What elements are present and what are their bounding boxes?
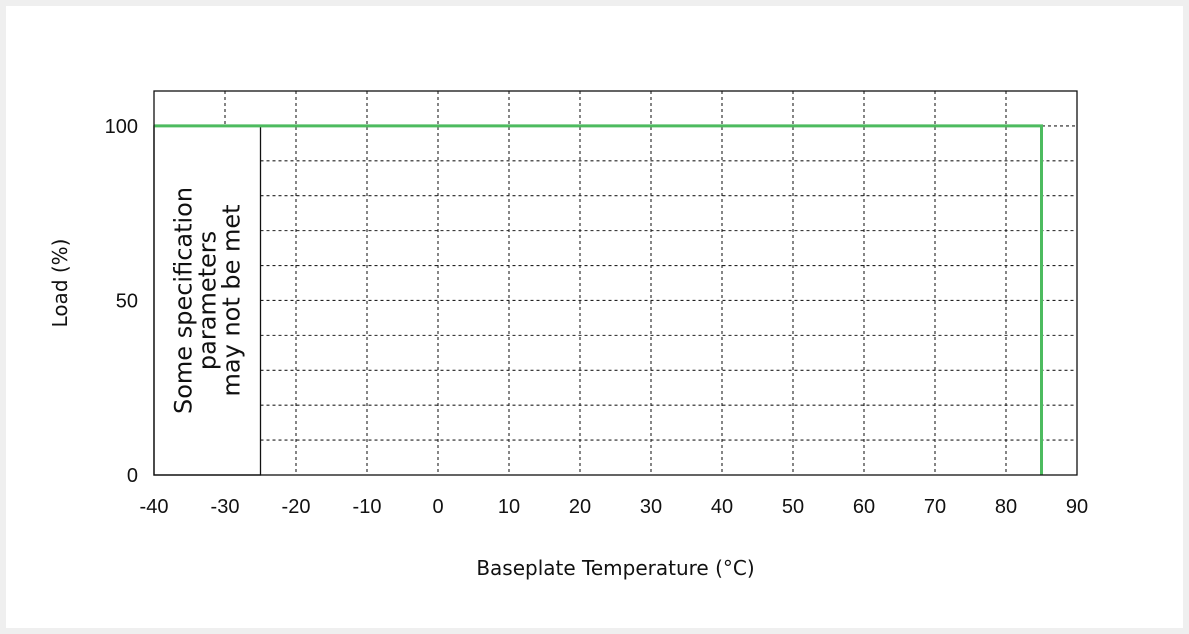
- y-tick-label: 0: [127, 465, 138, 487]
- series-layer: [154, 124, 1043, 475]
- x-tick-label: 30: [640, 496, 662, 518]
- x-tick-label: 40: [711, 496, 733, 518]
- region-note-line: parameters: [193, 231, 221, 370]
- region-note-text: Some specificationparametersmay not be m…: [169, 187, 245, 414]
- x-axis-title: Baseplate Temperature (°C): [476, 556, 754, 580]
- y-axis-title: Load (%): [48, 239, 72, 328]
- x-tick-label: 60: [853, 496, 875, 518]
- tick-label-layer: -40 -30 -20 -10 0 10 20 30 40 50 60 70 80 90 0 50 100: [105, 116, 1089, 518]
- x-tick-label: -30: [211, 496, 240, 518]
- x-tick-label: -40: [140, 496, 169, 518]
- x-tick-label: 20: [569, 496, 591, 518]
- x-tick-label: 80: [995, 496, 1017, 518]
- region-layer: Some specificationparametersmay not be m…: [153, 125, 262, 476]
- plot-frame: [153, 90, 1078, 476]
- region-note-line: may not be met: [217, 204, 245, 396]
- x-tick-label: 90: [1066, 496, 1088, 518]
- x-tick-label: 10: [498, 496, 520, 518]
- x-tick-label: -10: [353, 496, 382, 518]
- derating-chart: Some specificationparametersmay not be m…: [48, 90, 1089, 580]
- x-tick-label: 0: [432, 496, 443, 518]
- derating-curve-line: [154, 124, 1043, 475]
- grid-layer: [154, 91, 1077, 475]
- region-note-line: Some specification: [169, 187, 197, 414]
- x-tick-label: 50: [782, 496, 804, 518]
- y-tick-label: 100: [105, 116, 138, 138]
- chart-card: Some specificationparametersmay not be m…: [6, 6, 1183, 628]
- x-tick-label: 70: [924, 496, 946, 518]
- x-tick-label: -20: [282, 496, 311, 518]
- y-tick-label: 50: [116, 290, 138, 312]
